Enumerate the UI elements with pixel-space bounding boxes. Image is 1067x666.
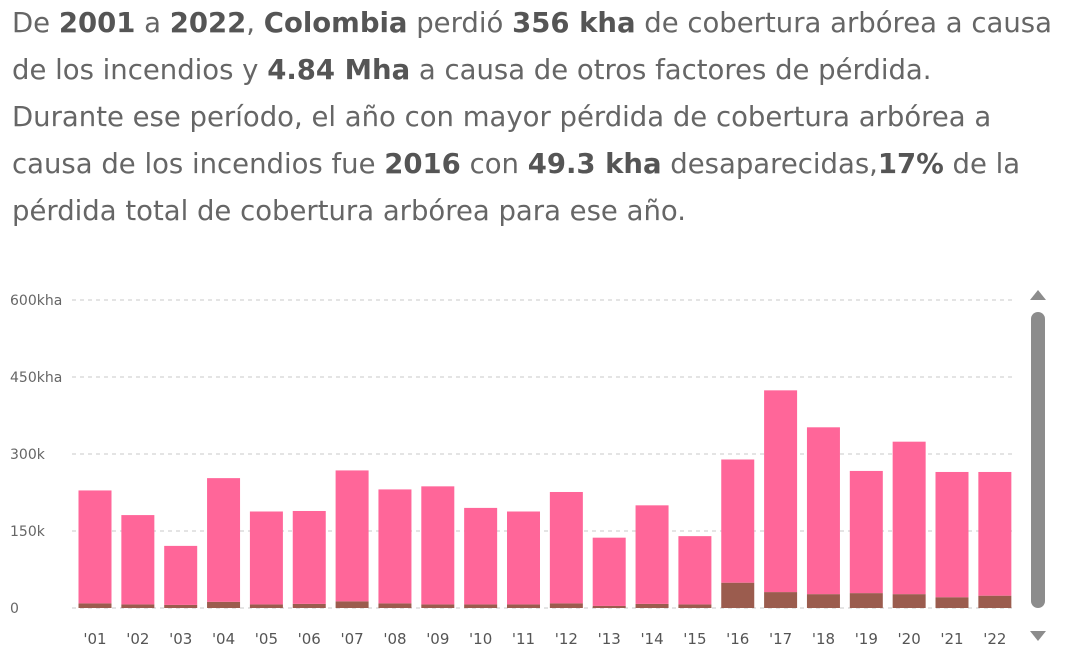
vertical-scrollbar[interactable] [1031,312,1045,608]
x-tick-label: '07 [340,630,363,648]
bar-segment-fire[interactable] [121,604,155,608]
bar-segment-fire[interactable] [849,593,883,608]
other-loss-value: 4.84 Mha [267,54,411,86]
bar-segment-fire[interactable] [464,604,498,608]
bar-segment-other[interactable] [935,471,969,598]
peak-percent: 17% [877,148,944,180]
bar-segment-other[interactable] [678,536,712,605]
bar-segment-fire[interactable] [249,604,283,608]
x-tick-label: '02 [126,630,149,648]
bar-segment-fire[interactable] [421,604,455,608]
y-tick-label: 0 [10,601,19,617]
bar-segment-other[interactable] [849,470,883,594]
bar-segment-other[interactable] [806,427,840,595]
fire-loss-value: 356 kha [512,7,636,39]
x-tick-label: '05 [255,630,278,648]
bar-segment-fire[interactable] [678,604,712,608]
x-tick-label: '16 [726,630,749,648]
bar-segment-fire[interactable] [378,603,412,608]
bar-segment-other[interactable] [978,471,1012,596]
tree-cover-loss-chart: 600kha 450kha 300k 150k 0 '01 '02 '03 '04 '05 '06… [10,293,1015,648]
bar-segment-fire[interactable] [292,603,326,608]
y-tick-label: 150k [10,524,46,540]
bar-segment-other[interactable] [592,537,626,606]
peak-loss-value: 49.3 kha [527,148,662,180]
y-axis-ticks: 600kha 450kha 300k 150k 0 [10,293,62,617]
bar-segment-other[interactable] [892,441,926,595]
y-tick-label: 300k [10,447,46,463]
bar-segment-fire[interactable] [892,594,926,608]
x-tick-label: '13 [598,630,621,648]
x-tick-label: '14 [640,630,663,648]
bar-segment-other[interactable] [292,510,326,604]
x-tick-label: '11 [512,630,535,648]
x-tick-label: '03 [169,630,192,648]
x-tick-label: '21 [940,630,963,648]
bar-segment-other[interactable] [721,459,755,583]
bar-segment-other[interactable] [421,486,455,605]
start-year: 2001 [58,7,136,39]
bar-segment-other[interactable] [207,478,241,602]
bar-segment-fire[interactable] [78,603,112,608]
bar-segment-fire[interactable] [764,592,798,608]
bar-segment-other[interactable] [507,511,540,605]
bar-segment-other[interactable] [464,507,498,605]
scroll-up-icon[interactable] [1030,290,1046,300]
bar-segment-other[interactable] [764,390,798,593]
x-axis-ticks: '01 '02 '03 '04 '05 '06 '07 '08 '09 '10 '11 '12 '13 '… [83,630,1006,648]
x-tick-label: '18 [812,630,835,648]
peak-year: 2016 [384,148,461,180]
bar-segment-fire[interactable] [635,603,669,608]
x-tick-label: '10 [469,630,492,648]
bar-segment-fire[interactable] [207,601,241,608]
bar-segment-other[interactable] [164,545,198,605]
bar-segment-fire[interactable] [806,594,840,608]
x-tick-label: '15 [683,630,706,648]
x-tick-label: '09 [426,630,449,648]
x-tick-label: '04 [212,630,235,648]
end-year: 2022 [169,7,247,39]
bar-segment-other[interactable] [249,511,283,605]
chart-summary: De 2001 a 2022, Colombia perdió 356 kha … [12,7,1052,227]
bar-segment-fire[interactable] [978,595,1012,608]
country-name: Colombia [263,7,408,39]
bar-segment-fire[interactable] [164,604,198,608]
bar-segment-fire[interactable] [935,597,969,608]
x-tick-label: '01 [83,630,106,648]
bar-segment-fire[interactable] [549,603,583,608]
bar-segment-other[interactable] [549,491,583,604]
bar-segment-fire[interactable] [592,605,626,608]
x-tick-label: '17 [769,630,792,648]
x-tick-label: '08 [383,630,406,648]
bar-segment-other[interactable] [378,489,412,604]
chart-bars[interactable] [78,390,1012,608]
x-tick-label: '20 [898,630,921,648]
x-tick-label: '19 [855,630,878,648]
y-tick-label: 450kha [10,370,62,386]
bar-segment-other[interactable] [78,490,112,604]
bar-segment-fire[interactable] [507,604,540,608]
bar-segment-other[interactable] [635,505,669,604]
bar-segment-fire[interactable] [721,582,755,608]
bar-segment-other[interactable] [121,515,155,605]
scroll-down-icon[interactable] [1030,631,1046,641]
x-tick-label: '06 [298,630,321,648]
bar-segment-other[interactable] [335,470,369,602]
bar-segment-fire[interactable] [335,601,369,608]
x-tick-label: '22 [983,630,1006,648]
x-tick-label: '12 [555,630,578,648]
y-tick-label: 600kha [10,293,62,309]
